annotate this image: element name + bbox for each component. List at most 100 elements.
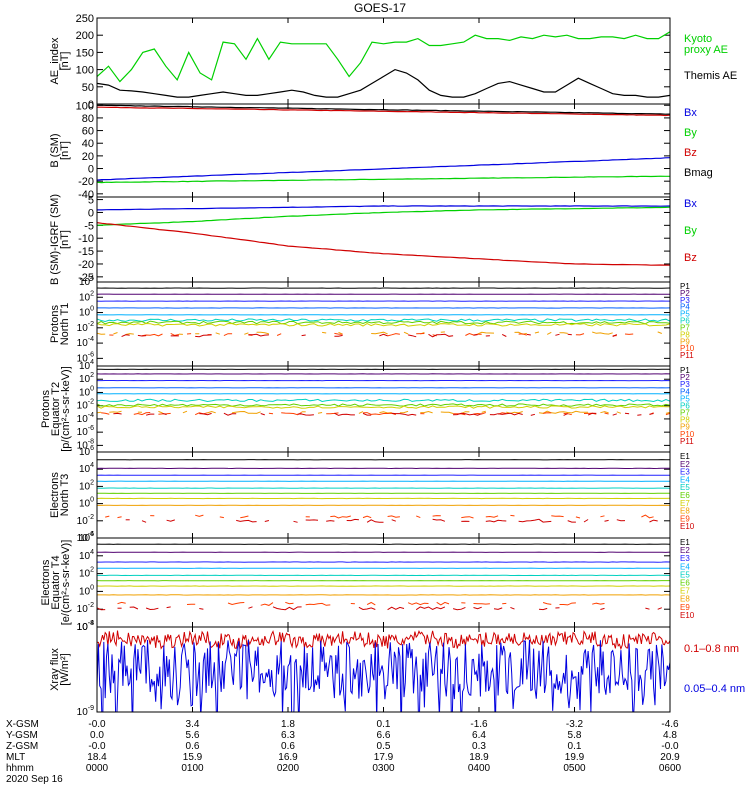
series-line [477,331,495,335]
series-line [453,412,482,416]
series-line [391,412,417,416]
legend-label: E4 [680,562,690,571]
series-line [256,331,270,335]
series-line [600,607,605,610]
series-line [473,412,486,415]
legend-label: P7 [680,323,690,332]
legend-label: E2 [680,460,690,469]
footer-value: 0400 [468,763,491,774]
legend-label: By [684,225,697,237]
series-line [260,602,274,606]
legend-label: P5 [680,394,690,403]
series-line [416,515,421,519]
series-line [162,412,167,416]
y-axis-label: Protons [40,390,52,428]
y-axis-label: [p/(cm²-s-sr-keV)] [60,366,72,452]
footer-value: 5.6 [186,730,200,741]
y-axis-label: [e/(cm²-s-sr-keV)] [60,540,72,626]
series-line [219,516,224,519]
y-tick-exponent: -4 [88,620,94,627]
y-tick-label: 100 [79,306,94,319]
series-line [534,331,540,334]
series-line [113,332,118,335]
series-line [546,331,552,335]
y-axis-label: Xray flux [49,648,61,691]
footer-value: 20.9 [660,752,680,763]
series-line [326,412,339,415]
series-line [97,405,670,409]
legend-label: E7 [680,499,690,508]
series-line [285,601,294,605]
series-line [518,518,552,523]
series-line [575,333,585,336]
panel-frame [96,451,671,539]
series-line [530,413,536,416]
footer-value: 0600 [659,763,682,774]
y-tick-exponent: 4 [90,359,94,366]
series-line [264,520,270,522]
footer-row-label: hhmm [6,763,34,774]
y-tick-label: 10-2 [77,321,94,334]
footer-value: 18.4 [87,752,107,763]
legend-label: E2 [680,546,690,555]
series-line [248,333,269,337]
y-tick-exponent: 2 [90,479,94,486]
series-line [117,516,122,519]
footer-value: 18.9 [469,752,489,763]
y-axis-label: Electrons [49,472,61,518]
series-line [166,519,175,522]
plot-title: GOES-17 [354,1,406,15]
series-line [248,606,253,609]
legend-label: E8 [680,595,690,604]
series-line [371,331,388,335]
series-line [137,334,147,337]
legend-label: E3 [680,468,690,477]
y-tick-exponent: -2 [88,514,94,521]
footer-value: 6.4 [472,730,486,741]
series-line [559,602,576,606]
legend-label: By [684,127,697,139]
y-tick-label: 10-4 [77,336,94,349]
y-tick-label: 100 [76,100,94,112]
legend-label: P6 [680,317,690,326]
series-line [387,606,405,611]
series-line [493,607,503,610]
series-line [637,414,642,416]
series-line [379,333,388,337]
footer-value: 0.6 [281,741,295,752]
footer-value: 0.3 [472,741,486,752]
y-axis-label: B (SM)-IGRF (SM) [49,194,61,285]
y-tick-label: -40 [78,189,94,201]
y-tick-exponent: 0 [90,385,94,392]
y-tick-label: 0 [88,99,94,111]
series-line [612,413,617,416]
y-tick-label: 150 [76,47,94,59]
series-line [322,331,327,334]
legend-label: P10 [680,430,695,439]
series-line [665,411,670,414]
legend-label: Kyoto [684,33,712,45]
series-line [145,607,159,611]
series-line [473,603,490,605]
legend-label: Themis AE [684,70,737,82]
series-line [326,520,335,522]
series-line [141,520,147,523]
series-line [600,515,605,518]
plot-area [97,543,670,611]
footer-value: 5.8 [568,730,582,741]
y-tick-exponent: -4 [88,531,94,538]
y-tick-exponent: -6 [88,351,94,358]
series-line [362,412,372,416]
series-line [600,411,609,414]
footer-value: 0.6 [186,741,200,752]
y-tick-label: 102 [79,290,94,303]
series-line [415,606,446,611]
legend-label: P2 [680,373,690,382]
series-line [592,602,605,605]
y-tick-exponent: 2 [90,372,94,379]
y-axis-label: Equator T2 [50,382,62,436]
series-line [563,413,568,416]
y-tick-label: 106 [79,531,94,544]
